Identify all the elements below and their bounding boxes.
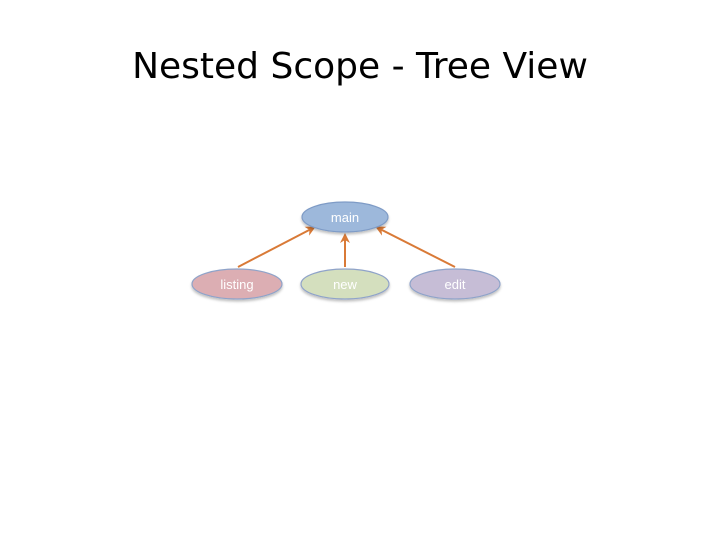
node-edit-shape (409, 268, 501, 300)
node-edit: edit (409, 268, 501, 300)
slide-title: Nested Scope - Tree View (132, 46, 588, 87)
node-listing-shape (191, 268, 283, 300)
node-main-label: main (331, 210, 359, 225)
edge-edit-to-main (375, 226, 456, 268)
node-main-shape (301, 201, 389, 233)
node-listing: listing (191, 268, 283, 300)
node-main: main (301, 201, 389, 233)
node-new-label: new (333, 277, 357, 292)
node-listing-label: listing (220, 277, 253, 292)
node-edit-label: edit (445, 277, 466, 292)
node-new: new (300, 268, 390, 300)
node-new-shape (300, 268, 390, 300)
edge-listing-to-main (237, 226, 316, 268)
